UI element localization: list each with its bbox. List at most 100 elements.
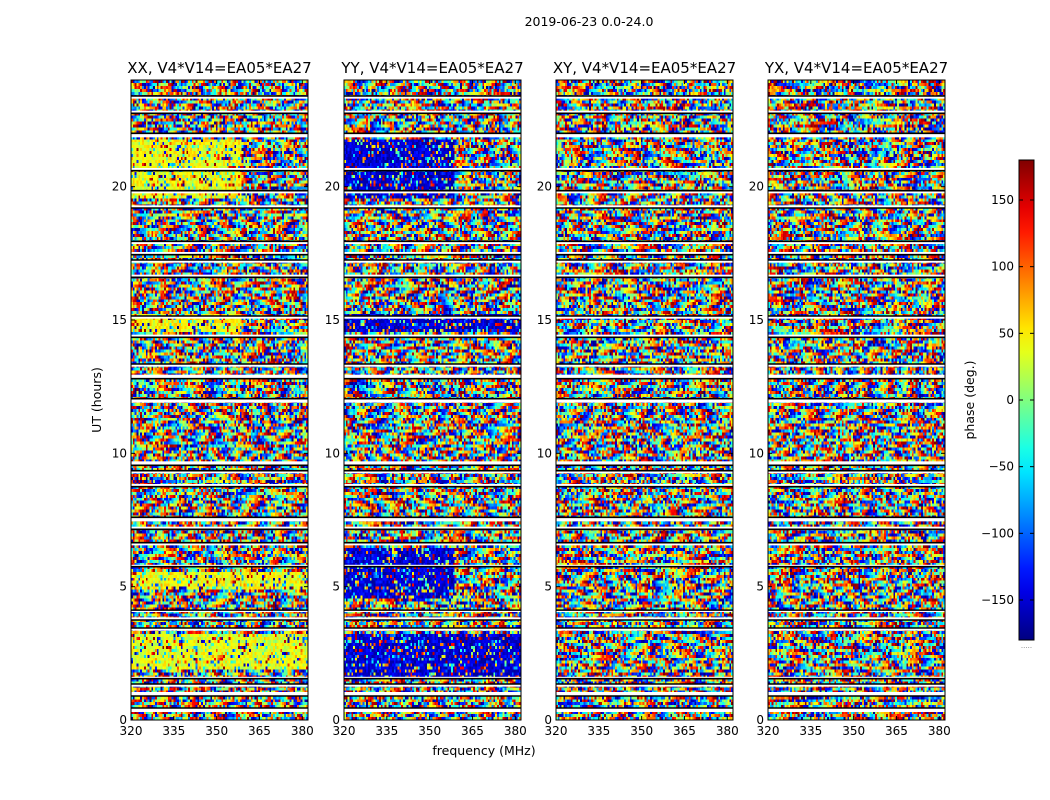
colorbar-tick-label: 150 bbox=[991, 193, 1014, 207]
flagged-gap bbox=[768, 564, 945, 567]
flagged-gap bbox=[131, 190, 308, 194]
panel-title: XY, V4*V14=EA05*EA27 bbox=[553, 59, 736, 77]
flagged-gap bbox=[768, 110, 945, 114]
y-tick-label: 15 bbox=[537, 313, 552, 327]
flagged-gap bbox=[768, 610, 945, 612]
flagged-gap bbox=[131, 461, 308, 466]
panel-title: XX, V4*V14=EA05*EA27 bbox=[127, 59, 311, 77]
flagged-gap bbox=[131, 133, 308, 138]
y-tick-label: 0 bbox=[756, 713, 764, 727]
flagged-gap bbox=[768, 517, 945, 522]
flagged-gap bbox=[131, 484, 308, 487]
flagged-gap bbox=[131, 364, 308, 367]
flagged-gap bbox=[556, 564, 733, 567]
flagged-gap bbox=[344, 241, 521, 244]
flagged-gap bbox=[131, 692, 308, 696]
y-tick-label: 5 bbox=[119, 580, 127, 594]
flagged-gap bbox=[556, 517, 733, 522]
flagged-gap bbox=[556, 274, 733, 278]
y-tick-label: 20 bbox=[112, 180, 127, 194]
flagged-gap bbox=[344, 692, 521, 696]
flagged-gap bbox=[131, 470, 308, 474]
flagged-gap bbox=[556, 252, 733, 255]
panel-title: YY, V4*V14=EA05*EA27 bbox=[340, 59, 523, 77]
flagged-gap bbox=[131, 617, 308, 620]
flagged-gap bbox=[768, 628, 945, 631]
flagged-gap bbox=[344, 364, 521, 367]
flagged-gap bbox=[768, 241, 945, 244]
y-tick-label: 15 bbox=[112, 313, 127, 327]
flagged-gap bbox=[131, 274, 308, 278]
y-tick-label: 10 bbox=[112, 446, 127, 460]
panel-xx: XX, V4*V14=EA05*EA27 320 335 350 365 380 0 5 10 1… bbox=[112, 59, 314, 738]
flagged-gap bbox=[768, 374, 945, 379]
flagged-gap bbox=[556, 334, 733, 338]
y-tick-label: 15 bbox=[749, 313, 764, 327]
colorbar-tick-label: −150 bbox=[981, 593, 1014, 607]
x-tick-label: 365 bbox=[461, 724, 484, 738]
flagged-gap bbox=[556, 398, 733, 403]
flagged-gap bbox=[131, 241, 308, 244]
flagged-gap bbox=[768, 692, 945, 696]
flagged-gap bbox=[768, 133, 945, 138]
x-axis-label: frequency (MHz) bbox=[432, 743, 535, 758]
x-tick-label: 350 bbox=[842, 724, 865, 738]
flagged-gap bbox=[344, 168, 521, 171]
flagged-gap bbox=[556, 190, 733, 194]
panels-group: XX, V4*V14=EA05*EA27 320 335 350 365 380 0 5 10 1… bbox=[112, 59, 951, 738]
flagged-gap bbox=[344, 190, 521, 194]
flagged-gap bbox=[768, 484, 945, 487]
flagged-gap bbox=[344, 316, 521, 319]
flagged-gap bbox=[556, 708, 733, 712]
flagged-gap bbox=[768, 260, 945, 263]
flagged-gap bbox=[131, 374, 308, 379]
y-axis-label: UT (hours) bbox=[89, 367, 104, 433]
flagged-gap bbox=[768, 470, 945, 474]
flagged-gap bbox=[556, 133, 733, 138]
flagged-gap bbox=[344, 252, 521, 255]
y-tick-label: 15 bbox=[325, 313, 340, 327]
flagged-gap bbox=[556, 241, 733, 244]
y-tick-label: 5 bbox=[756, 580, 764, 594]
x-tick-label: 350 bbox=[205, 724, 228, 738]
flagged-gap bbox=[344, 564, 521, 567]
y-tick-label: 20 bbox=[749, 180, 764, 194]
flagged-gap bbox=[344, 617, 521, 620]
flagged-gap bbox=[344, 334, 521, 338]
flagged-gap bbox=[131, 110, 308, 114]
x-tick-label: 335 bbox=[799, 724, 822, 738]
colorbar-tick-label: −50 bbox=[989, 460, 1014, 474]
flagged-gap bbox=[556, 364, 733, 367]
flagged-gap bbox=[131, 542, 308, 546]
x-tick-label: 380 bbox=[716, 724, 739, 738]
flagged-gap bbox=[131, 260, 308, 263]
flagged-gap bbox=[768, 461, 945, 466]
panel-frame bbox=[130, 79, 309, 721]
colorbar-label: phase (deg.) bbox=[962, 361, 977, 440]
colorbar-tick-label: 100 bbox=[991, 260, 1014, 274]
flagged-gap bbox=[131, 517, 308, 522]
y-tick-label: 5 bbox=[332, 580, 340, 594]
flagged-gap bbox=[556, 610, 733, 612]
flagged-gap bbox=[131, 96, 308, 99]
y-tick-label: 5 bbox=[544, 580, 552, 594]
flagged-gap bbox=[344, 398, 521, 403]
x-tick-label: 365 bbox=[885, 724, 908, 738]
flagged-gap bbox=[344, 374, 521, 379]
panel-frame bbox=[343, 79, 522, 721]
figure-suptitle: 2019-06-23 0.0-24.0 bbox=[525, 14, 654, 29]
flagged-gap bbox=[768, 96, 945, 99]
flagged-gap bbox=[768, 676, 945, 679]
y-tick-label: 20 bbox=[537, 180, 552, 194]
flagged-gap bbox=[344, 676, 521, 679]
flagged-gap bbox=[131, 684, 308, 687]
colorbar-tick-label: 0 bbox=[1006, 393, 1014, 407]
flagged-gap bbox=[556, 684, 733, 687]
x-tick-label: 320 bbox=[757, 724, 780, 738]
flagged-gap bbox=[131, 316, 308, 319]
flagged-gap bbox=[344, 461, 521, 466]
flagged-gap bbox=[768, 617, 945, 620]
colorbar-tick-label: −100 bbox=[981, 526, 1014, 540]
flagged-gap bbox=[768, 398, 945, 403]
